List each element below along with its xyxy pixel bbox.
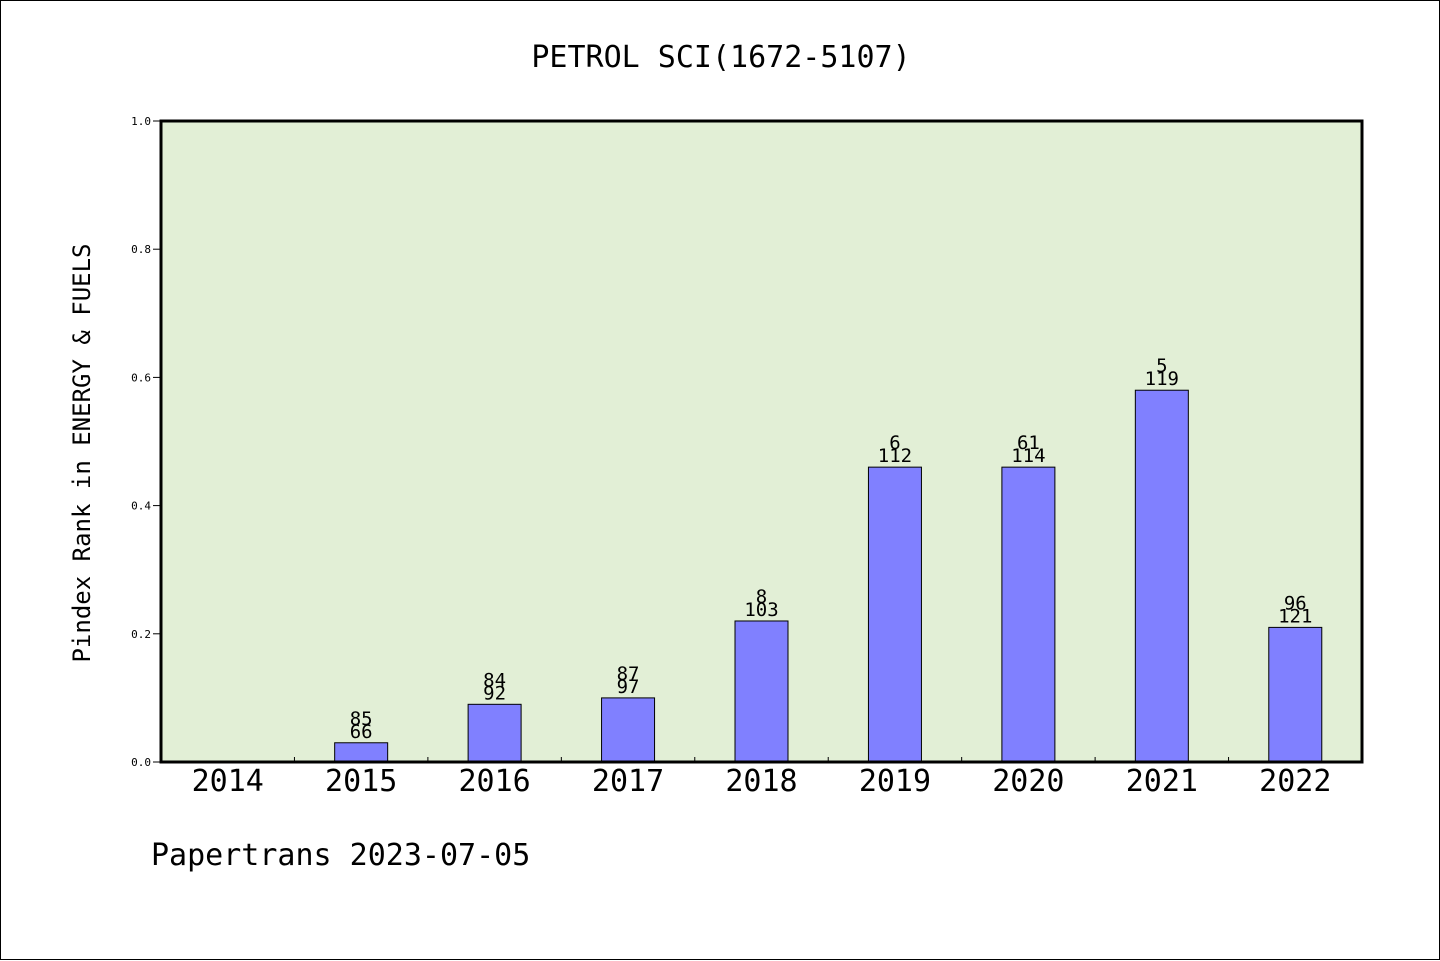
bar-label-bottom: 119 — [1145, 368, 1179, 390]
x-tick-label: 2016 — [458, 764, 530, 799]
bar — [1134, 389, 1189, 763]
bar-label-top: 8 — [756, 586, 767, 608]
y-tick-label: 1.0 — [131, 115, 151, 128]
bar-label-bottom: 121 — [1278, 605, 1312, 627]
bar-label-bottom: 92 — [483, 682, 506, 704]
bar-label-top: 87 — [617, 663, 640, 685]
bar-label-bottom: 97 — [617, 676, 640, 698]
footer-credit: Papertrans 2023-07-05 — [151, 838, 530, 873]
bar-label-bottom: 103 — [744, 599, 778, 621]
x-tick-label: 2019 — [859, 764, 931, 799]
plot-border — [159, 119, 1364, 764]
x-tick-label: 2015 — [325, 764, 397, 799]
bar — [601, 697, 656, 763]
bar — [334, 742, 389, 763]
bar — [734, 620, 789, 763]
y-tick-label: 0.0 — [131, 756, 151, 769]
bar — [1268, 626, 1323, 763]
bar-label-top: 5 — [1156, 355, 1167, 377]
bar — [467, 703, 522, 763]
x-ticks-group: 2014 2015 2016 2017 2018 2019 2020 2021 2022 — [192, 757, 1331, 799]
bar-label-top: 61 — [1017, 432, 1040, 454]
bar-label-top: 6 — [889, 432, 900, 454]
y-axis-label: Pindex Rank in ENERGY & FUELS — [68, 243, 96, 662]
bar-label-bottom: 112 — [878, 445, 912, 467]
bar — [1001, 466, 1056, 763]
x-tick-label: 2014 — [192, 764, 264, 799]
y-tick-label: 0.4 — [131, 500, 151, 513]
x-tick-label: 2020 — [992, 764, 1064, 799]
x-tick-label: 2022 — [1259, 764, 1331, 799]
x-tick-label: 2021 — [1126, 764, 1198, 799]
bar-label-top: 84 — [483, 669, 506, 691]
y-tick-label: 0.6 — [131, 371, 151, 384]
bar-label-bottom: 66 — [350, 721, 373, 743]
y-tick-label: 0.8 — [131, 243, 151, 256]
y-ticks-group: 0.0 0.2 0.4 0.6 0.8 1.0 — [131, 115, 161, 769]
bar — [867, 466, 922, 763]
x-tick-label: 2017 — [592, 764, 664, 799]
bars-group — [334, 389, 1323, 763]
bar-label-top: 96 — [1284, 592, 1307, 614]
x-tick-label: 2018 — [725, 764, 797, 799]
bar-label-top: 85 — [350, 708, 373, 730]
bar-label-bottom: 114 — [1011, 445, 1045, 467]
chart-title: PETROL SCI(1672-5107) — [531, 40, 910, 75]
y-tick-label: 0.2 — [131, 628, 151, 641]
